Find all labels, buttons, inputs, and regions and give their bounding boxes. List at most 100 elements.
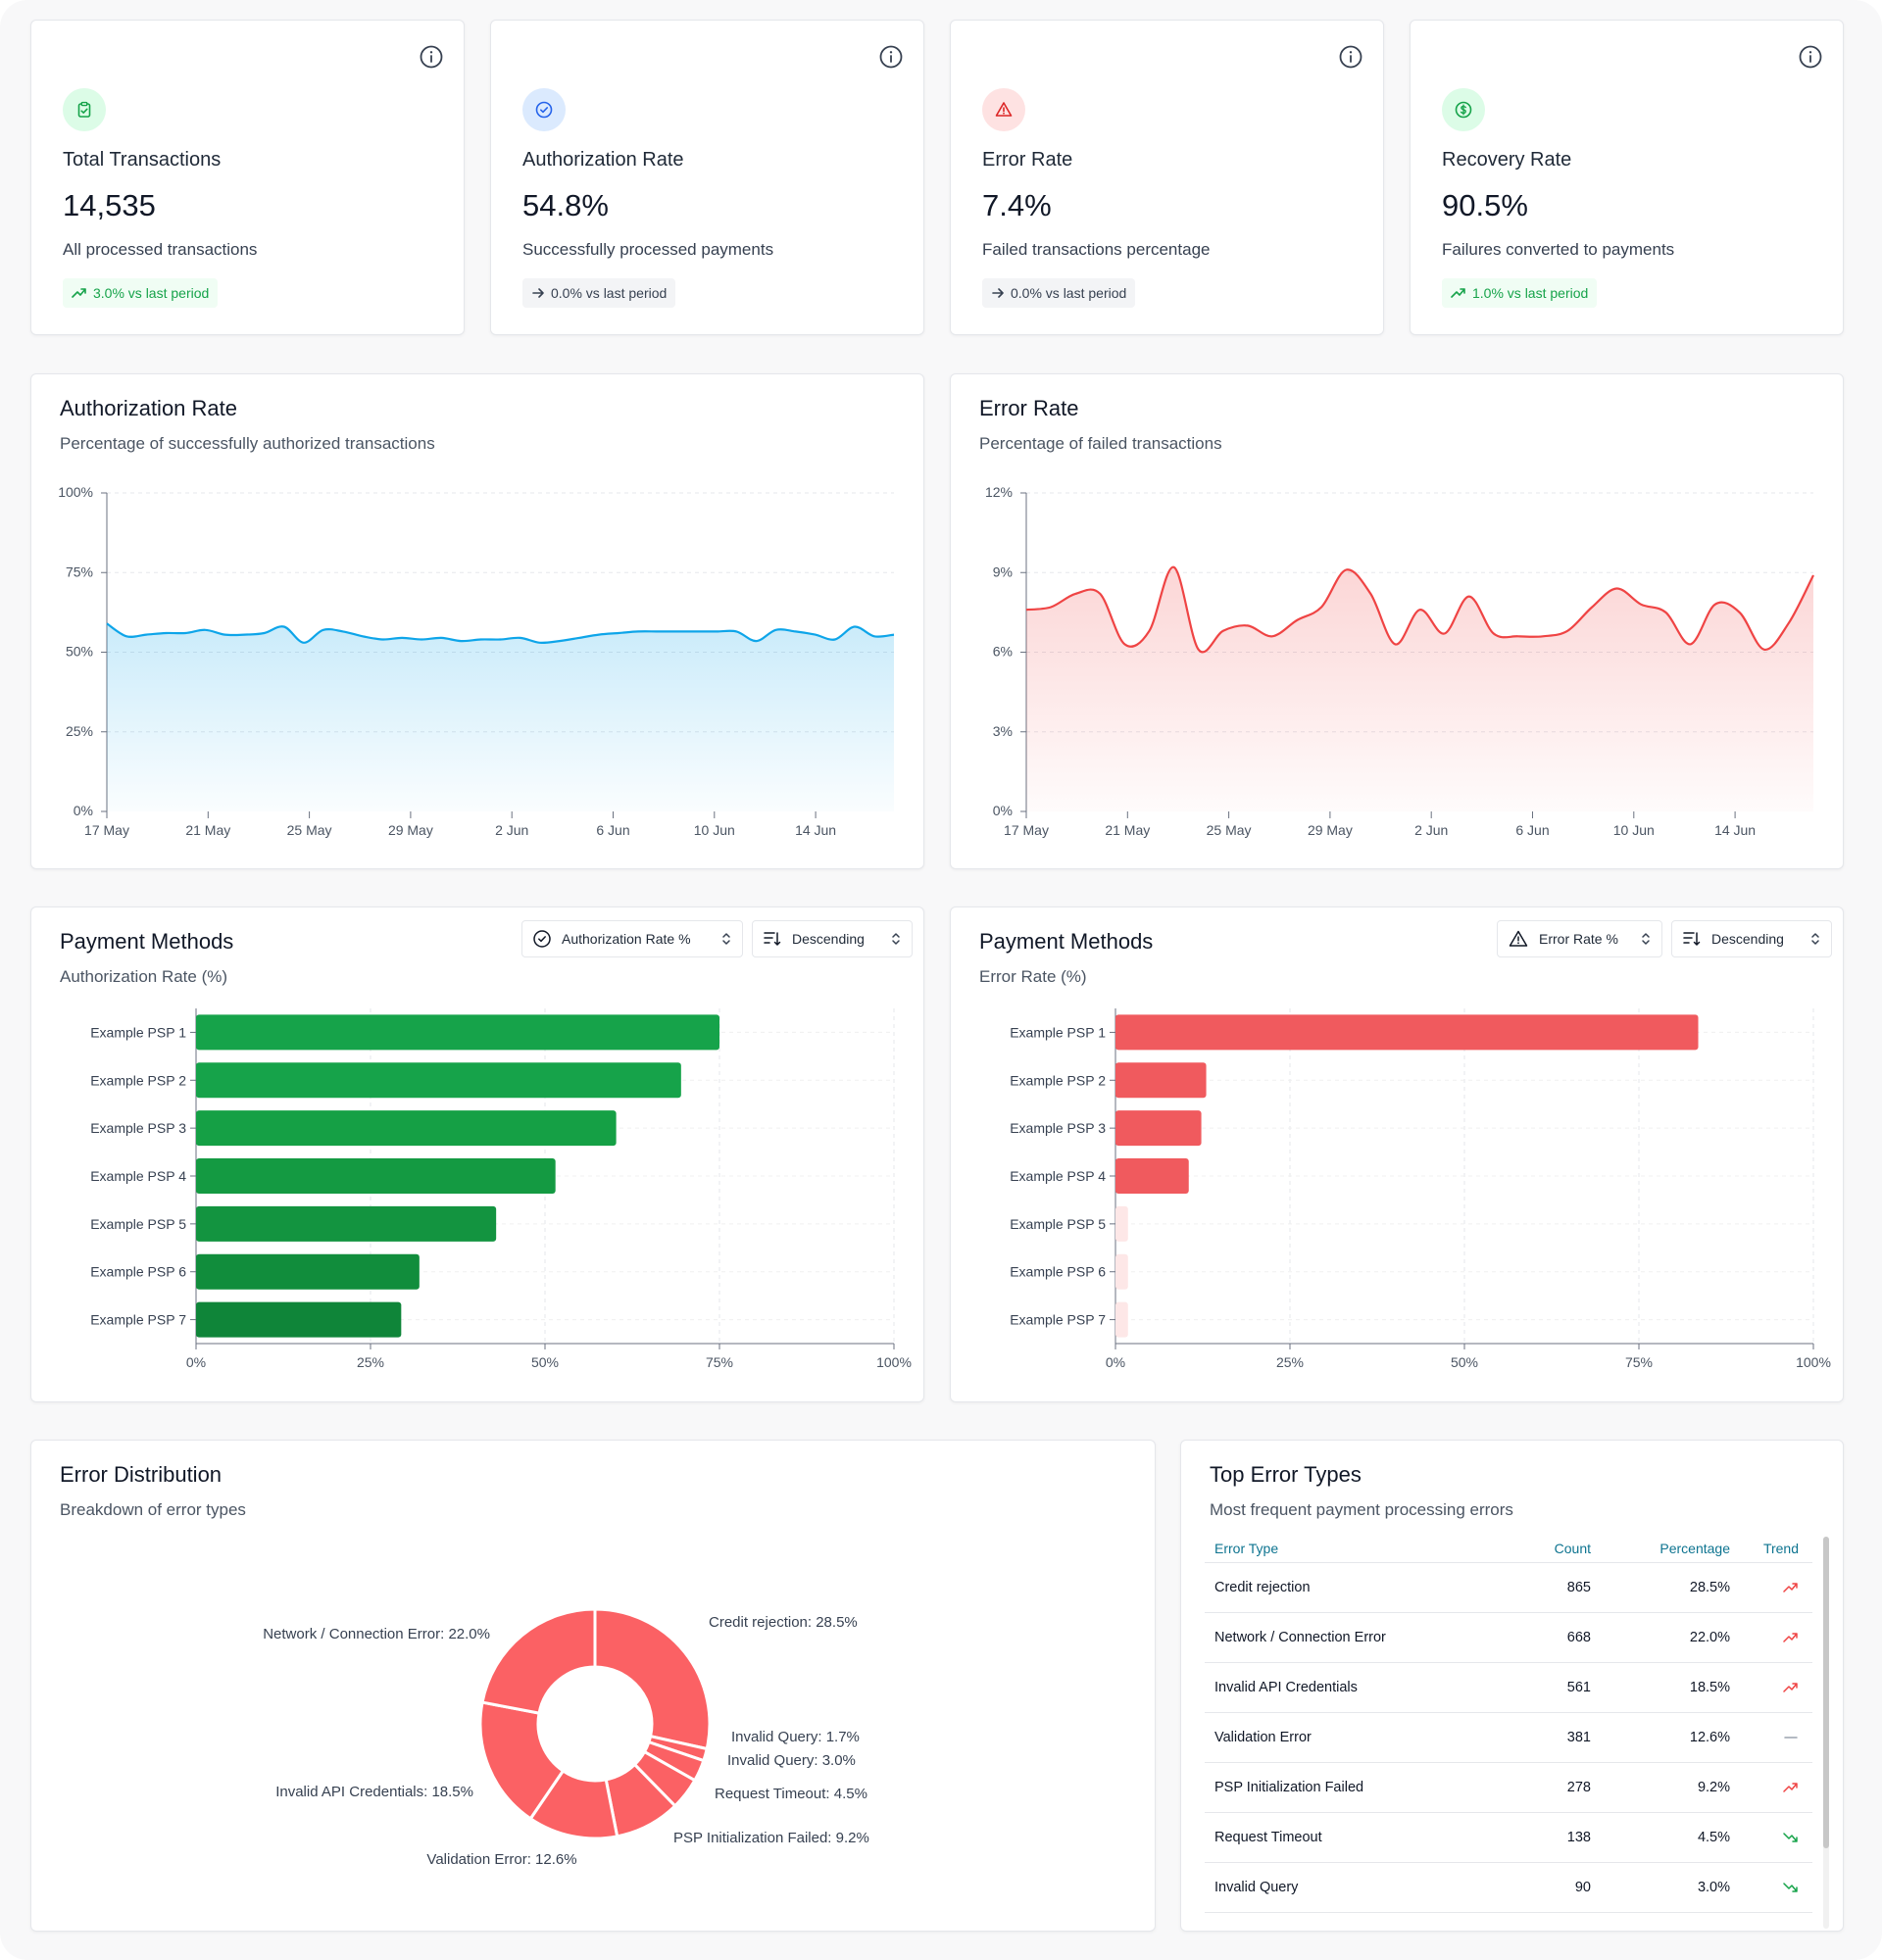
kpi-value: 54.8% (522, 188, 609, 222)
cell-count: 138 (1566, 1830, 1591, 1845)
x-tick-label: 25 May (287, 822, 332, 838)
x-tick-label: 29 May (388, 822, 433, 838)
kpi-description: Successfully processed payments (522, 240, 774, 259)
authorization-rate-area-chart: 0% 25% 50% 75% 100% 17 May 21 May 25 May 29 May 2… (58, 484, 895, 838)
x-tick-label: 50% (531, 1354, 559, 1370)
minus-icon (1784, 1737, 1798, 1739)
bar[interactable] (1115, 1062, 1207, 1099)
kpi-card-total-transactions: Total Transactions 14,535 All processed … (30, 20, 465, 335)
cell-percentage: 9.2% (1697, 1780, 1730, 1795)
category-label: Example PSP 7 (90, 1312, 186, 1328)
bar[interactable] (1115, 1110, 1202, 1147)
slice-label: Credit rejection: 28.5% (709, 1614, 858, 1631)
x-tick-label: 17 May (1004, 822, 1049, 838)
scrollbar-thumb[interactable] (1823, 1537, 1829, 1848)
column-header-error-type[interactable]: Error Type (1214, 1540, 1279, 1556)
x-tick-label: 50% (1451, 1354, 1478, 1370)
bar[interactable] (196, 1110, 617, 1147)
column-header-percentage[interactable]: Percentage (1659, 1540, 1730, 1556)
top-error-types-table: Error Type Count Percentage Trend Credit… (1205, 1534, 1812, 1913)
column-header-trend[interactable]: Trend (1762, 1540, 1799, 1556)
bar[interactable] (1115, 1014, 1699, 1051)
trending-up-icon (1783, 1633, 1798, 1642)
kpi-value: 14,535 (63, 188, 156, 222)
metric-select-label: Error Rate % (1539, 931, 1618, 947)
cell-trend (1730, 1882, 1812, 1893)
table-row[interactable]: PSP Initialization Failed 278 9.2% (1205, 1763, 1812, 1813)
authorization-rate-bar-chart: 0% 25% 50% 75% 100% Example PSP 1 Example PSP … (90, 1008, 912, 1370)
top-error-types-card: Top Error Types Most frequent payment pr… (1180, 1440, 1844, 1932)
sort-order-select[interactable]: Descending (1671, 920, 1832, 957)
y-tick-label: 25% (66, 723, 93, 739)
x-tick-label: 29 May (1308, 822, 1353, 838)
table-row[interactable]: Validation Error 381 12.6% (1205, 1713, 1812, 1763)
slice-label: Request Timeout: 4.5% (715, 1786, 867, 1802)
chart-subtitle: Percentage of successfully authorized tr… (60, 434, 435, 453)
cell-error-type: Validation Error (1214, 1730, 1312, 1745)
cell-error-type: Invalid API Credentials (1214, 1680, 1358, 1695)
cell-percentage: 22.0% (1689, 1630, 1730, 1645)
cell-error-type: Invalid Query (1214, 1880, 1299, 1895)
bar[interactable] (1115, 1205, 1128, 1242)
bar[interactable] (1115, 1253, 1128, 1290)
bar[interactable] (196, 1253, 420, 1290)
x-tick-label: 14 Jun (795, 822, 836, 838)
table-row[interactable]: Request Timeout 138 4.5% (1205, 1813, 1812, 1863)
bar[interactable] (196, 1158, 556, 1194)
area-fill (107, 623, 894, 811)
kpi-title: Total Transactions (63, 149, 222, 171)
bar[interactable] (196, 1205, 497, 1242)
column-header-count[interactable]: Count (1554, 1540, 1591, 1556)
donut-slice[interactable] (593, 1607, 712, 1751)
info-icon[interactable] (1338, 44, 1363, 70)
slice-label: Validation Error: 12.6% (426, 1851, 576, 1868)
metric-select[interactable]: Error Rate % (1497, 920, 1662, 957)
kpi-description: Failures converted to payments (1442, 240, 1675, 259)
kpi-title: Recovery Rate (1442, 149, 1572, 171)
chart-title: Payment Methods (60, 929, 234, 954)
chart-title: Error Distribution (60, 1462, 223, 1487)
x-tick-label: 100% (1796, 1354, 1831, 1370)
bar[interactable] (196, 1014, 719, 1051)
table-subtitle: Most frequent payment processing errors (1210, 1500, 1513, 1519)
cell-count: 668 (1566, 1630, 1591, 1645)
x-tick-label: 0% (186, 1354, 206, 1370)
category-label: Example PSP 1 (1010, 1024, 1106, 1040)
trending-down-icon (1783, 1883, 1798, 1892)
sort-descending-icon (1683, 932, 1701, 946)
sort-order-select[interactable]: Descending (752, 920, 913, 957)
y-tick-label: 50% (66, 644, 93, 660)
bar[interactable] (1115, 1158, 1189, 1194)
kpi-change-badge: 0.0% vs last period (522, 278, 676, 308)
metric-select[interactable]: Authorization Rate % (521, 920, 743, 957)
table-row[interactable]: Credit rejection 865 28.5% (1205, 1563, 1812, 1613)
x-tick-label: 10 Jun (694, 822, 735, 838)
error-distribution-donut-chart: Credit rejection: 28.5% Invalid Query: 1.… (263, 1607, 869, 1868)
donut-slice[interactable] (480, 1607, 597, 1715)
trending-up-icon (1783, 1683, 1798, 1692)
kpi-change-text: 3.0% vs last period (93, 285, 210, 301)
info-icon[interactable] (1798, 44, 1823, 70)
bar[interactable] (1115, 1301, 1128, 1338)
cell-trend (1730, 1782, 1812, 1793)
table-row[interactable]: Invalid API Credentials 561 18.5% (1205, 1663, 1812, 1713)
bar[interactable] (196, 1301, 402, 1338)
cell-trend (1730, 1682, 1812, 1693)
x-tick-label: 21 May (1105, 822, 1150, 838)
table-row[interactable]: Network / Connection Error 668 22.0% (1205, 1613, 1812, 1663)
table-row[interactable]: Invalid Query 90 3.0% (1205, 1863, 1812, 1913)
x-tick-label: 6 Jun (1515, 822, 1549, 838)
y-tick-label: 12% (985, 484, 1013, 500)
kpi-card-authorization-rate: Authorization Rate 54.8% Successfully pr… (490, 20, 924, 335)
category-label: Example PSP 6 (1010, 1264, 1106, 1280)
info-icon[interactable] (419, 44, 444, 70)
x-tick-label: 100% (876, 1354, 912, 1370)
y-tick-label: 9% (993, 564, 1013, 579)
bar[interactable] (196, 1062, 681, 1099)
x-tick-label: 2 Jun (495, 822, 528, 838)
error-rate-chart-card: Error Rate Percentage of failed transact… (950, 373, 1844, 869)
info-icon[interactable] (878, 44, 904, 70)
x-tick-label: 21 May (185, 822, 230, 838)
cell-count: 865 (1566, 1580, 1591, 1595)
donut-slice[interactable] (478, 1700, 566, 1821)
